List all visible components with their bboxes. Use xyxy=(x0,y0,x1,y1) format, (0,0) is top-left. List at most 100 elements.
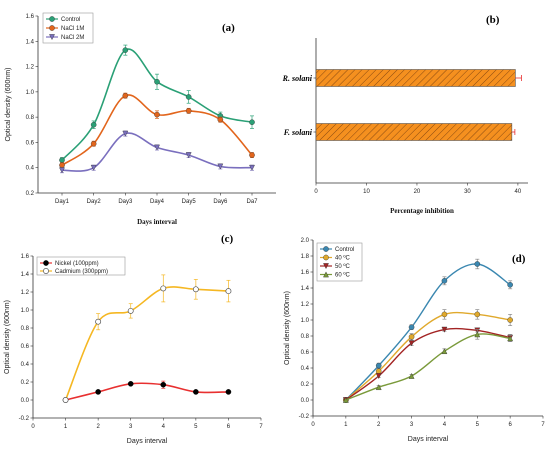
data-point xyxy=(507,335,514,342)
series-line-0 xyxy=(345,263,511,401)
panel-a-label: (a) xyxy=(222,22,235,34)
data-point xyxy=(408,372,415,379)
x-tick-label: 40 xyxy=(515,189,522,195)
y-tick-label: 1.4 xyxy=(26,39,35,45)
legend-marker xyxy=(49,16,55,22)
x-tick-label: Da7 xyxy=(246,199,258,205)
legend-marker xyxy=(323,246,329,252)
data-point xyxy=(95,318,102,325)
x-tick-label: 4 xyxy=(162,424,166,430)
data-point xyxy=(90,140,97,147)
x-tick-label: 5 xyxy=(194,424,198,430)
series-line-3 xyxy=(345,333,511,401)
data-point xyxy=(90,164,97,171)
x-axis-label: Days interval xyxy=(137,218,177,226)
y-category-label: R. solani xyxy=(282,74,313,83)
panel-a: (a) 0.2 0.4 0.6 0.8 1.0 1.2 1.4 1.6 Day1 Day2 Day3… xyxy=(5,12,276,226)
y-tick-label: 0.8 xyxy=(26,115,35,121)
y-tick-label: -0.2 xyxy=(299,414,310,420)
x-tick-label: 6 xyxy=(227,424,231,430)
legend-entry: NaCl 2M xyxy=(61,35,84,41)
x-tick-label: Day4 xyxy=(150,199,165,205)
y-tick-label: 1.0 xyxy=(26,90,35,96)
y-tick-label: 1.8 xyxy=(301,254,310,260)
data-point xyxy=(59,157,65,163)
x-tick-label: Day1 xyxy=(55,199,70,205)
y-tick-label: 0.6 xyxy=(301,350,310,356)
x-tick-label: Day2 xyxy=(87,199,102,205)
y-axis-label: Optical density (600nm) xyxy=(4,300,11,374)
y-tick-label: 1.2 xyxy=(21,290,30,296)
series-line-0 xyxy=(61,48,253,161)
x-tick-label: 2 xyxy=(96,424,100,430)
data-point xyxy=(154,78,160,85)
legend-marker xyxy=(49,25,55,31)
data-point xyxy=(441,326,448,333)
legend-marker xyxy=(323,271,329,278)
data-point xyxy=(249,164,255,171)
data-point xyxy=(154,144,160,151)
data-point xyxy=(375,373,382,380)
data-point xyxy=(217,163,224,170)
y-axis-label: Optical density (600nm) xyxy=(284,291,291,365)
data-point xyxy=(122,47,129,53)
legend-marker xyxy=(323,254,329,261)
data-point xyxy=(90,121,97,128)
data-point xyxy=(59,162,65,168)
x-tick-label: 7 xyxy=(259,424,263,430)
y-tick-label: 0.2 xyxy=(26,191,35,197)
y-tick-label: 0.6 xyxy=(21,344,30,350)
data-point xyxy=(225,288,232,295)
y-tick-label: 2.0 xyxy=(301,238,310,244)
x-tick-label: Day6 xyxy=(213,199,228,205)
data-point xyxy=(185,108,192,114)
y-tick-label: 0.4 xyxy=(21,362,30,368)
data-point xyxy=(193,389,199,395)
y-tick-label: 0.2 xyxy=(301,382,310,388)
data-point xyxy=(408,324,415,331)
panel-d-label: (d) xyxy=(512,253,526,265)
x-tick-label: 0 xyxy=(311,422,315,428)
y-tick-label: 0.8 xyxy=(21,326,30,332)
data-point xyxy=(127,307,134,314)
y-tick-label: 0.4 xyxy=(26,166,35,172)
data-point xyxy=(375,362,382,369)
data-point xyxy=(408,333,415,340)
data-point xyxy=(408,340,415,347)
x-axis-label: Days interval xyxy=(408,436,449,443)
data-point xyxy=(225,389,232,395)
data-point xyxy=(217,116,224,123)
series-line-2 xyxy=(61,132,253,172)
series-line-2 xyxy=(345,327,511,401)
data-point xyxy=(185,94,192,100)
x-tick-label: Day3 xyxy=(118,199,133,205)
data-point xyxy=(160,285,167,292)
legend-marker xyxy=(43,268,49,274)
legend-entry: Nickel (100ppm) xyxy=(55,261,99,267)
legend-marker xyxy=(43,260,49,266)
data-point xyxy=(474,261,481,267)
data-point xyxy=(507,317,513,323)
x-tick-label: 30 xyxy=(464,189,471,195)
x-tick-label: 5 xyxy=(476,422,480,428)
data-point xyxy=(249,119,255,125)
data-point xyxy=(192,286,199,293)
bar xyxy=(315,69,516,87)
legend-entry: Control xyxy=(61,17,80,23)
data-point xyxy=(507,281,513,288)
legend-box xyxy=(36,256,126,276)
data-point xyxy=(185,152,192,159)
data-point xyxy=(441,277,448,284)
x-tick-label: 3 xyxy=(129,424,133,430)
y-tick-label: 1.6 xyxy=(26,14,35,20)
x-tick-label: Day5 xyxy=(182,199,197,205)
panel-d: (d) -0.2 0.0 0.2 0.4 0.6 0.8 1.0 1.2 1.4 1.6 1.8 2.… xyxy=(284,238,545,443)
legend-entry: Control xyxy=(335,247,354,253)
y-tick-label: -0.2 xyxy=(19,416,30,422)
data-point xyxy=(474,331,481,338)
x-tick-label: 7 xyxy=(541,422,545,428)
legend-entry: Cadmium (300ppm) xyxy=(55,269,108,275)
x-tick-label: 6 xyxy=(508,422,512,428)
y-tick-label: 1.4 xyxy=(21,272,30,278)
y-tick-label: 0.0 xyxy=(21,398,30,404)
